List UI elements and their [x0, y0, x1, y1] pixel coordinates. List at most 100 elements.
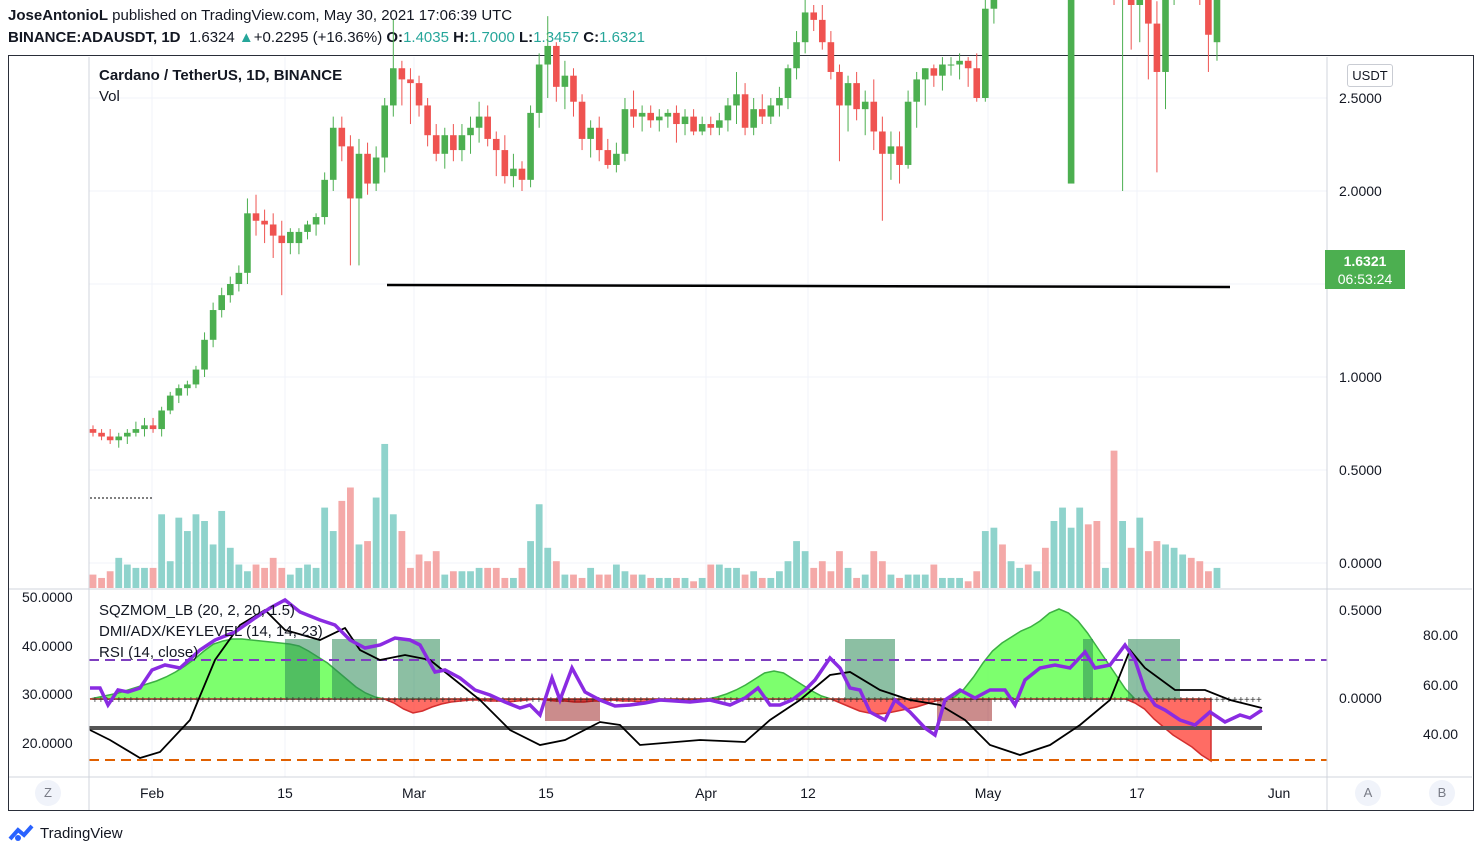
- overlay-lines: [90, 283, 1231, 499]
- axes: 2.5000 2.0000 1.0000 0.5000 0.0000 0.5000 0.00…: [9, 57, 1472, 810]
- candle-body: [844, 83, 852, 106]
- volume-bar: [1187, 557, 1195, 588]
- volume-bar: [630, 574, 637, 588]
- volume-bar: [1127, 547, 1135, 588]
- volume-bar: [767, 577, 775, 588]
- zero-cross-mark: +: [812, 695, 818, 706]
- squeeze-dark-band: [332, 639, 377, 699]
- volume-bar: [758, 577, 766, 588]
- b-button[interactable]: B: [1429, 780, 1455, 806]
- candle-body: [1213, 0, 1221, 43]
- current-price-badge: 1.6321 06:53:24: [1325, 250, 1405, 289]
- zero-cross-mark: +: [98, 695, 104, 706]
- zero-cross-mark: +: [146, 695, 152, 706]
- zero-cross-mark: +: [434, 695, 440, 706]
- currency-button[interactable]: USDT: [1347, 64, 1393, 87]
- candle-body: [209, 310, 217, 340]
- volume-bar: [681, 577, 689, 588]
- candle-body: [295, 231, 303, 244]
- candlesticks: [89, 0, 1221, 448]
- zero-cross-mark: +: [440, 695, 446, 706]
- volume-bar: [347, 487, 354, 588]
- candle-body: [630, 109, 637, 117]
- volume-bar: [115, 557, 123, 588]
- volume-bar: [690, 581, 697, 588]
- zero-cross-mark: +: [758, 695, 764, 706]
- zero-cross-mark: +: [260, 695, 266, 706]
- price-tick-label: 2.5000: [1339, 90, 1382, 106]
- candle-body: [261, 220, 268, 225]
- zero-cross-mark: +: [314, 695, 320, 706]
- volume-bar: [1162, 544, 1169, 588]
- candle-body: [467, 127, 474, 136]
- zero-cross-mark: +: [1082, 695, 1088, 706]
- zero-cross-mark: +: [482, 695, 488, 706]
- tradingview-logo[interactable]: TradingView: [8, 823, 123, 843]
- candle-body: [518, 168, 526, 180]
- zero-cross-mark: +: [464, 695, 470, 706]
- zero-cross-mark: +: [458, 695, 464, 706]
- candle-body: [484, 116, 491, 139]
- volume-bar: [878, 561, 886, 588]
- candle-body: [158, 410, 165, 430]
- rsi-label: RSI (14, close): [99, 644, 199, 661]
- zero-cross-mark: +: [302, 695, 308, 706]
- volume-bar: [853, 577, 861, 588]
- zero-cross-mark: +: [1244, 695, 1250, 706]
- zero-cross-mark: +: [824, 695, 830, 706]
- oscillator-pane: + + + + + + + + + + + + + + + + + + + + + + + + + + + + + + + + + + + + + + + +…: [89, 597, 1327, 763]
- change-value: +0.2295 (+16.36%): [253, 29, 383, 46]
- zero-cross-mark: +: [1130, 695, 1136, 706]
- time-tick-label: Feb: [140, 785, 164, 801]
- volume-bar: [252, 564, 260, 588]
- volume-bar: [1050, 521, 1058, 588]
- candle-body: [458, 135, 466, 151]
- volume-bar: [1016, 567, 1024, 588]
- zero-cross-mark: +: [1040, 695, 1046, 706]
- author-name[interactable]: JoseAntonioL: [8, 7, 108, 24]
- zero-cross-mark: +: [422, 695, 428, 706]
- zero-cross-mark: +: [560, 695, 566, 706]
- volume-bar: [1205, 571, 1212, 588]
- candle-body: [278, 235, 286, 244]
- auto-scale-button[interactable]: A: [1355, 780, 1381, 806]
- zero-cross-mark: +: [1184, 695, 1190, 706]
- dmi-tick-label: 50.0000: [22, 589, 73, 605]
- volume-bar: [939, 577, 946, 588]
- volume-bar: [89, 574, 97, 588]
- zero-cross-mark: +: [968, 695, 974, 706]
- volume-bar: [123, 564, 131, 588]
- zero-cross-mark: +: [308, 695, 314, 706]
- z-button[interactable]: Z: [35, 780, 61, 806]
- zero-cross-mark: +: [356, 695, 362, 706]
- volume-bar: [964, 581, 972, 588]
- zero-cross-mark: +: [1118, 695, 1124, 706]
- zero-cross-mark: +: [530, 695, 536, 706]
- volume-bar: [269, 557, 277, 588]
- zero-cross-mark: +: [296, 695, 302, 706]
- candle-body: [570, 75, 577, 102]
- zero-cross-mark: +: [770, 695, 776, 706]
- zero-cross-mark: +: [290, 695, 296, 706]
- price-tick-label: 1.0000: [1339, 369, 1382, 385]
- close-label: C:: [583, 29, 600, 46]
- candle-body: [492, 138, 500, 151]
- candle-body: [338, 127, 346, 147]
- zero-cross-mark: +: [746, 695, 752, 706]
- volume-bar: [218, 510, 226, 588]
- volume-bar: [364, 541, 371, 588]
- candle-body: [561, 75, 569, 87]
- zero-cross-mark: +: [794, 695, 800, 706]
- volume-bar: [784, 561, 792, 588]
- volume-bar: [801, 551, 809, 588]
- candle-body: [372, 157, 380, 184]
- zero-cross-mark: +: [572, 695, 578, 706]
- volume-bar: [286, 574, 294, 588]
- zero-cross-mark: +: [1064, 695, 1070, 706]
- zero-cross-mark: +: [1208, 695, 1214, 706]
- zero-cross-mark: +: [380, 695, 386, 706]
- volume-bar: [612, 564, 620, 588]
- candle-body: [390, 68, 397, 106]
- zero-cross-mark: +: [608, 695, 614, 706]
